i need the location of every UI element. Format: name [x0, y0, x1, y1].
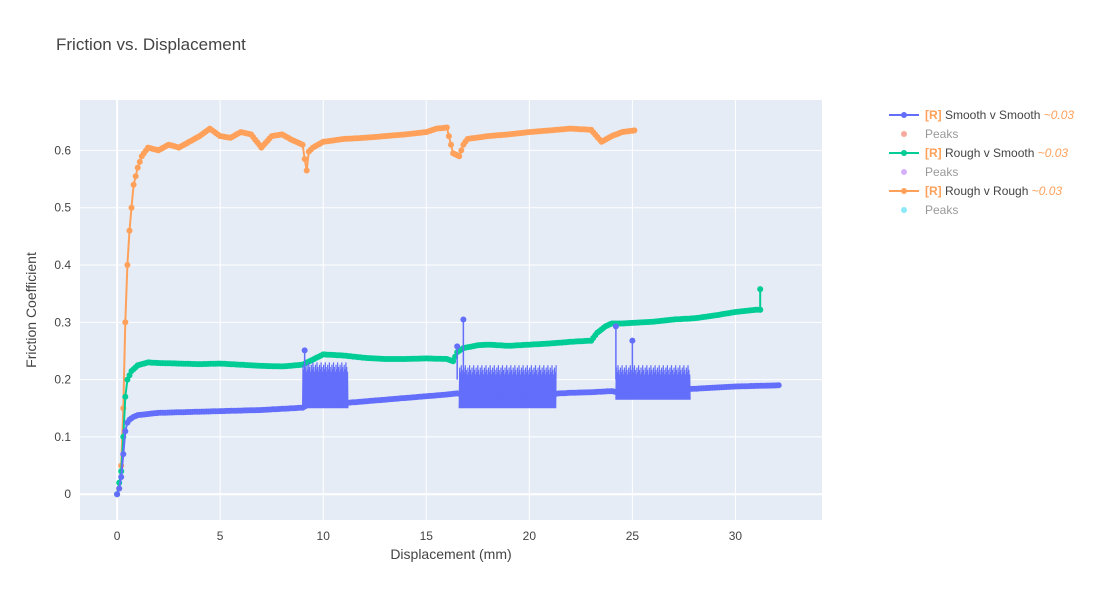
x-tick-label: 20: [523, 529, 537, 543]
data-point: [631, 127, 638, 134]
data-point: [124, 262, 131, 268]
legend-label: Peaks: [925, 203, 958, 217]
oscillation-band: [615, 365, 691, 400]
data-point: [136, 158, 143, 165]
data-point: [116, 485, 123, 492]
data-point: [445, 133, 452, 140]
series-smooth-v-smooth: [114, 316, 782, 498]
chart-title: Friction vs. Displacement: [56, 35, 246, 54]
legend-label: [R] Rough v Smooth ~0.03: [925, 146, 1068, 160]
legend-label: Peaks: [925, 165, 958, 179]
legend-item: [R] Rough v Smooth ~0.03: [889, 146, 1068, 160]
y-axis-title: Friction Coefficient: [23, 252, 39, 368]
data-point: [448, 141, 454, 148]
legend-marker: [901, 112, 907, 118]
spike-point: [460, 316, 467, 323]
y-tick-label: 0: [64, 487, 71, 501]
legend-label: [R] Smooth v Smooth ~0.03: [925, 108, 1074, 122]
y-tick-label: 0.4: [54, 258, 71, 272]
x-tick-label: 5: [217, 529, 224, 543]
x-tick-label: 10: [317, 529, 331, 543]
spike-point: [454, 343, 461, 350]
data-point: [757, 286, 764, 293]
data-point: [130, 181, 137, 188]
series-rough-v-smooth: [114, 286, 764, 498]
y-tick-label: 0.1: [54, 430, 71, 444]
data-point: [299, 141, 306, 148]
y-tick-label: 0.6: [54, 143, 71, 157]
data-point: [122, 393, 129, 400]
spike-point: [301, 347, 308, 354]
data-point: [132, 173, 139, 180]
legend-label: [R] Rough v Rough ~0.03: [925, 184, 1062, 198]
spike-point: [629, 337, 636, 344]
x-tick-label: 25: [626, 529, 640, 543]
oscillation-band: [302, 362, 349, 409]
data-point: [120, 451, 127, 458]
data-point: [122, 428, 129, 435]
legend-marker: [901, 169, 907, 175]
data-point: [456, 153, 463, 160]
legend-item: [R] Smooth v Smooth ~0.03: [889, 108, 1074, 122]
data-point: [458, 147, 465, 154]
data-point: [128, 204, 135, 211]
legend-marker: [901, 131, 907, 137]
data-point: [114, 491, 121, 498]
legend-item: [R] Rough v Rough ~0.03: [889, 184, 1062, 198]
series-rough-v-rough: [114, 124, 638, 498]
y-tick-label: 0.5: [54, 201, 71, 215]
legend-marker: [901, 188, 907, 194]
legend-label: Peaks: [925, 127, 958, 141]
x-tick-labels: 0 5 10 15 20 25 30: [114, 529, 743, 543]
legend-item: Peaks: [901, 165, 958, 179]
legend-item: Peaks: [901, 127, 958, 141]
x-tick-label: 0: [114, 529, 121, 543]
x-tick-label: 15: [420, 529, 434, 543]
data-point: [122, 319, 129, 326]
x-axis-title: Displacement (mm): [390, 546, 511, 562]
grid-lines: [80, 100, 822, 520]
x-tick-label: 30: [729, 529, 743, 543]
data-point: [757, 306, 764, 313]
legend-item: Peaks: [901, 203, 958, 217]
data-point: [450, 358, 457, 365]
legend-marker: [901, 207, 907, 213]
data-point: [303, 167, 310, 174]
data-point: [775, 382, 782, 389]
legend-marker: [901, 150, 907, 156]
data-point: [134, 164, 141, 171]
y-tick-label: 0.2: [54, 373, 71, 387]
data-point: [443, 124, 450, 131]
y-tick-label: 0.3: [54, 315, 71, 329]
oscillation-band: [458, 365, 557, 409]
data-point: [301, 156, 308, 162]
y-tick-labels: 0 0.1 0.2 0.3 0.4 0.5 0.6: [54, 143, 71, 501]
data-point: [126, 227, 133, 234]
legend: [R] Smooth v Smooth ~0.03 Peaks [R] Rough …: [889, 108, 1074, 217]
data-point: [118, 474, 125, 480]
data-traces: [114, 124, 782, 498]
spike-point: [612, 323, 619, 330]
plot-area[interactable]: [80, 100, 822, 520]
